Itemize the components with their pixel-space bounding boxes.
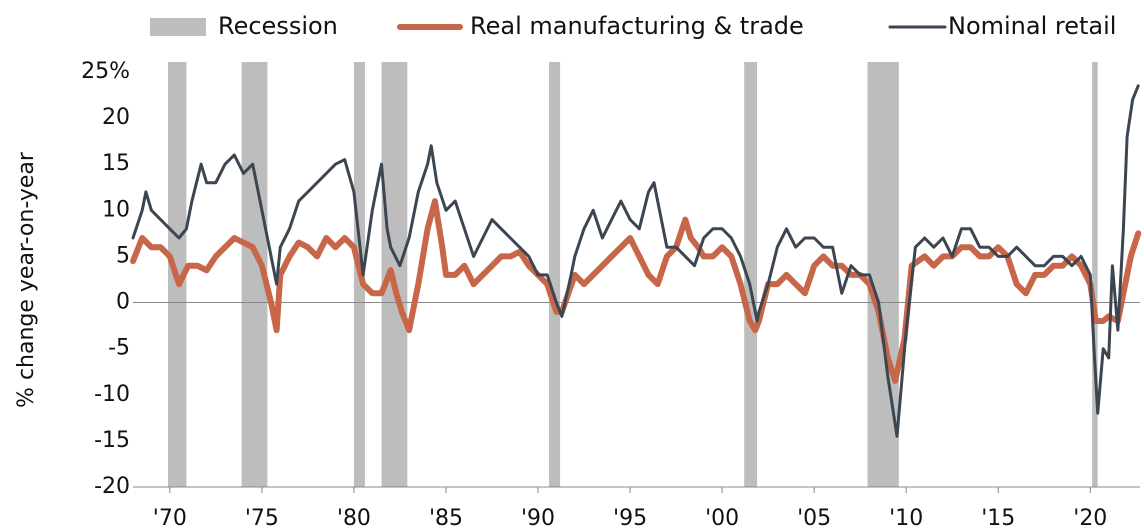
y-tick-label: 0 <box>116 290 130 315</box>
x-tick-label: '15 <box>981 506 1015 530</box>
y-tick-label: 25% <box>81 59 130 84</box>
y-tick-label: -5 <box>108 336 130 361</box>
x-tick-label: '75 <box>245 506 279 530</box>
y-axis-label: % change year-on-year <box>14 151 39 408</box>
y-tick-label: -10 <box>94 382 130 407</box>
x-tick-label: '70 <box>153 506 187 530</box>
x-tick-label: '20 <box>1073 506 1107 530</box>
series-line <box>130 198 1142 384</box>
y-tick-label: -20 <box>94 474 130 499</box>
y-tick-label: 15 <box>102 151 130 176</box>
legend-label: Nominal retail <box>948 12 1116 40</box>
recession-band <box>1092 62 1098 487</box>
y-tick-label: 10 <box>102 197 130 222</box>
x-tick-label: '00 <box>705 506 739 530</box>
series-line <box>131 84 1140 438</box>
y-tick-label: 20 <box>102 105 130 130</box>
recession-band <box>549 62 561 487</box>
y-tick-label: 5 <box>116 243 130 268</box>
x-tick-label: '10 <box>889 506 923 530</box>
x-tick-label: '95 <box>613 506 647 530</box>
legend-label: Real manufacturing & trade <box>470 12 804 40</box>
x-tick-label: '85 <box>429 506 463 530</box>
x-tick-label: '05 <box>797 506 831 530</box>
legend-label: Recession <box>218 12 338 40</box>
x-tick-label: '90 <box>521 506 555 530</box>
y-tick-label: -15 <box>94 428 130 453</box>
x-tick-label: '80 <box>337 506 371 530</box>
legend-swatch <box>150 18 206 36</box>
recession-band <box>744 62 758 487</box>
